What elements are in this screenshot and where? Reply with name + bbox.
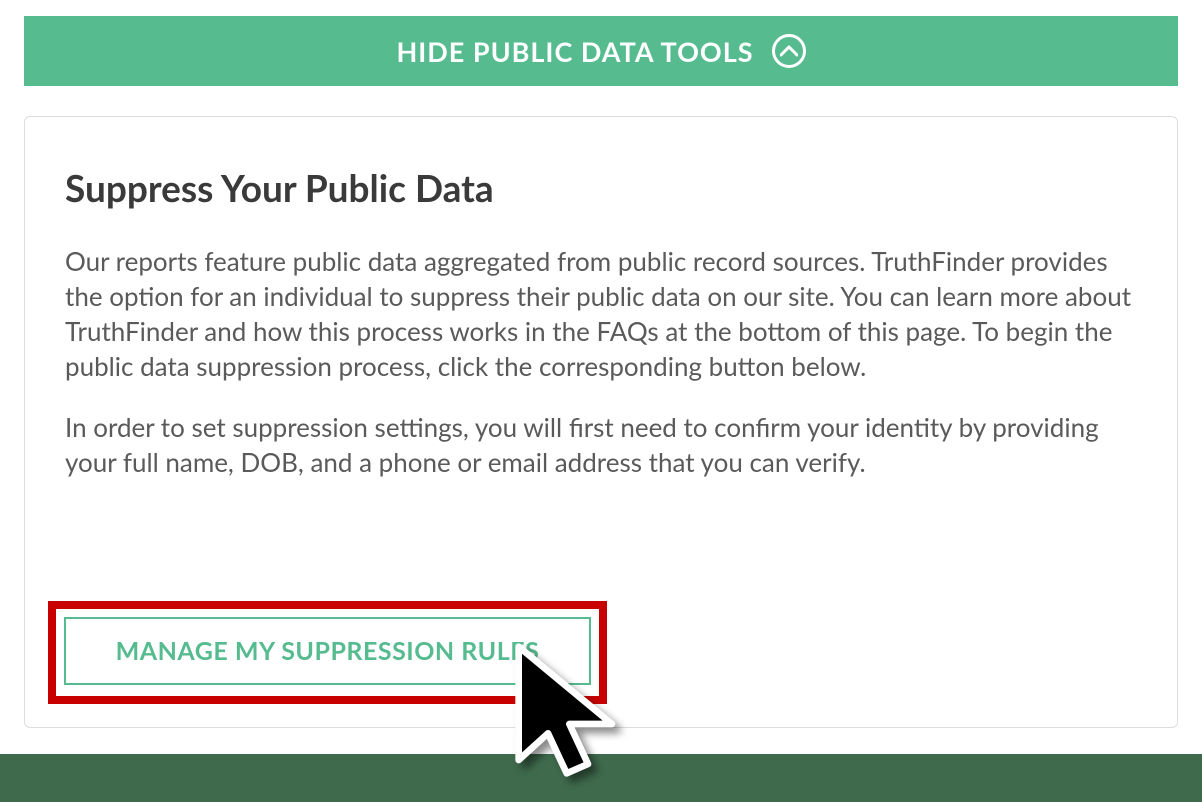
card-paragraph: Our reports feature public data aggregat…	[65, 244, 1137, 384]
manage-suppression-label: MANAGE MY SUPPRESSION RULES	[116, 636, 540, 666]
card-paragraph: In order to set suppression settings, yo…	[65, 410, 1137, 480]
footer-band	[0, 754, 1202, 802]
manage-suppression-button[interactable]: MANAGE MY SUPPRESSION RULES	[64, 617, 591, 685]
header-label: HIDE PUBLIC DATA TOOLS	[396, 35, 753, 68]
chevron-up-circle-icon	[772, 34, 806, 68]
card-title: Suppress Your Public Data	[65, 165, 1137, 210]
hide-public-data-tools-toggle[interactable]: HIDE PUBLIC DATA TOOLS	[24, 16, 1178, 86]
